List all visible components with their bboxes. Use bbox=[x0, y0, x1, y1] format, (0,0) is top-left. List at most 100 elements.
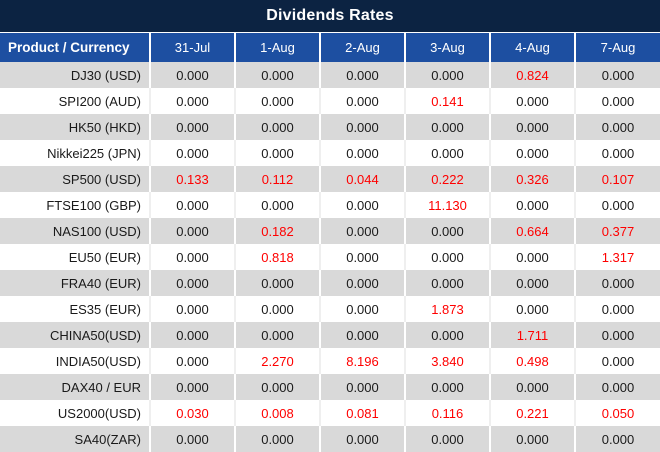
rate-cell: 0.000 bbox=[234, 62, 320, 88]
table-row: DJ30 (USD) 0.000 0.000 0.000 0.000 0.824 0.000 bbox=[0, 62, 660, 88]
table-row: FTSE100 (GBP) 0.000 0.000 0.000 11.130 0.000 0… bbox=[0, 192, 660, 218]
rate-cell: 0.000 bbox=[234, 296, 320, 322]
column-header-31-jul: 31-Jul bbox=[149, 32, 235, 62]
rate-cell: 0.498 bbox=[489, 348, 575, 374]
rate-cell: 0.000 bbox=[489, 192, 575, 218]
rate-cell: 0.000 bbox=[149, 244, 235, 270]
rate-cell: 0.000 bbox=[149, 322, 235, 348]
rate-cell: 0.000 bbox=[149, 192, 235, 218]
product-cell: CHINA50(USD) bbox=[0, 322, 150, 348]
rate-cell: 0.107 bbox=[574, 166, 660, 192]
rate-cell: 0.000 bbox=[234, 140, 320, 166]
rate-cell: 0.818 bbox=[234, 244, 320, 270]
rate-cell: 0.000 bbox=[319, 114, 405, 140]
rate-cell: 0.000 bbox=[574, 296, 660, 322]
table-row: DAX40 / EUR 0.000 0.000 0.000 0.000 0.000 0.00… bbox=[0, 374, 660, 400]
rate-cell: 0.000 bbox=[489, 140, 575, 166]
rate-cell: 1.873 bbox=[404, 296, 490, 322]
rate-cell: 0.000 bbox=[149, 426, 235, 452]
rate-cell: 0.000 bbox=[404, 62, 490, 88]
rate-cell: 0.000 bbox=[234, 114, 320, 140]
rate-cell: 0.000 bbox=[489, 88, 575, 114]
table-row: HK50 (HKD) 0.000 0.000 0.000 0.000 0.000 0.000 bbox=[0, 114, 660, 140]
rate-cell: 0.000 bbox=[404, 140, 490, 166]
rate-cell: 0.000 bbox=[149, 218, 235, 244]
table-body: DJ30 (USD) 0.000 0.000 0.000 0.000 0.824 0.000… bbox=[0, 62, 660, 452]
rate-cell: 1.317 bbox=[574, 244, 660, 270]
product-cell: Nikkei225 (JPN) bbox=[0, 140, 150, 166]
table-row: NAS100 (USD) 0.000 0.182 0.000 0.000 0.664 0.3… bbox=[0, 218, 660, 244]
product-cell: INDIA50(USD) bbox=[0, 348, 150, 374]
rate-cell: 0.824 bbox=[489, 62, 575, 88]
rate-cell: 0.182 bbox=[234, 218, 320, 244]
product-cell: DAX40 / EUR bbox=[0, 374, 150, 400]
rate-cell: 0.000 bbox=[574, 270, 660, 296]
column-header-4-aug: 4-Aug bbox=[489, 32, 575, 62]
column-header-7-aug: 7-Aug bbox=[574, 32, 660, 62]
product-cell: EU50 (EUR) bbox=[0, 244, 150, 270]
rate-cell: 0.000 bbox=[149, 348, 235, 374]
rate-cell: 0.000 bbox=[489, 114, 575, 140]
rate-cell: 0.000 bbox=[404, 218, 490, 244]
rate-cell: 0.133 bbox=[149, 166, 235, 192]
rate-cell: 0.221 bbox=[489, 400, 575, 426]
column-header-3-aug: 3-Aug bbox=[404, 32, 490, 62]
rate-cell: 0.112 bbox=[234, 166, 320, 192]
product-cell: SPI200 (AUD) bbox=[0, 88, 150, 114]
rate-cell: 0.000 bbox=[574, 140, 660, 166]
rate-cell: 0.000 bbox=[319, 270, 405, 296]
product-cell: FTSE100 (GBP) bbox=[0, 192, 150, 218]
product-cell: SA40(ZAR) bbox=[0, 426, 150, 452]
rate-cell: 0.664 bbox=[489, 218, 575, 244]
rate-cell: 0.116 bbox=[404, 400, 490, 426]
rate-cell: 0.000 bbox=[149, 140, 235, 166]
rate-cell: 0.000 bbox=[234, 374, 320, 400]
rate-cell: 0.000 bbox=[404, 270, 490, 296]
rate-cell: 0.000 bbox=[234, 426, 320, 452]
rate-cell: 0.000 bbox=[319, 88, 405, 114]
rate-cell: 0.000 bbox=[404, 322, 490, 348]
rate-cell: 0.000 bbox=[149, 114, 235, 140]
rate-cell: 0.050 bbox=[574, 400, 660, 426]
table-row: EU50 (EUR) 0.000 0.818 0.000 0.000 0.000 1.317 bbox=[0, 244, 660, 270]
rate-cell: 0.000 bbox=[149, 374, 235, 400]
rate-cell: 0.000 bbox=[149, 296, 235, 322]
rate-cell: 0.000 bbox=[234, 270, 320, 296]
rate-cell: 0.000 bbox=[489, 426, 575, 452]
rate-cell: 0.000 bbox=[149, 62, 235, 88]
rate-cell: 0.000 bbox=[489, 244, 575, 270]
table-row: CHINA50(USD) 0.000 0.000 0.000 0.000 1.711 0.0… bbox=[0, 322, 660, 348]
table-row: FRA40 (EUR) 0.000 0.000 0.000 0.000 0.000 0.00… bbox=[0, 270, 660, 296]
product-cell: HK50 (HKD) bbox=[0, 114, 150, 140]
rate-cell: 3.840 bbox=[404, 348, 490, 374]
rate-cell: 0.000 bbox=[319, 426, 405, 452]
page-title: Dividends Rates bbox=[266, 7, 394, 24]
rate-cell: 0.000 bbox=[234, 88, 320, 114]
product-cell: SP500 (USD) bbox=[0, 166, 150, 192]
rate-cell: 0.000 bbox=[234, 192, 320, 218]
rate-cell: 0.000 bbox=[404, 426, 490, 452]
product-cell: ES35 (EUR) bbox=[0, 296, 150, 322]
column-header-product-currency: Product / Currency bbox=[0, 32, 150, 62]
rate-cell: 0.000 bbox=[404, 374, 490, 400]
rate-cell: 0.000 bbox=[149, 270, 235, 296]
table-row: SPI200 (AUD) 0.000 0.000 0.000 0.141 0.000 0.0… bbox=[0, 88, 660, 114]
column-header-1-aug: 1-Aug bbox=[234, 32, 320, 62]
rate-cell: 0.000 bbox=[404, 114, 490, 140]
product-cell: DJ30 (USD) bbox=[0, 62, 150, 88]
rate-cell: 0.000 bbox=[574, 62, 660, 88]
rate-cell: 0.000 bbox=[149, 88, 235, 114]
table-row: SP500 (USD) 0.133 0.112 0.044 0.222 0.326 0.10… bbox=[0, 166, 660, 192]
table-row: Nikkei225 (JPN) 0.000 0.000 0.000 0.000 0.000… bbox=[0, 140, 660, 166]
table-row: ES35 (EUR) 0.000 0.000 0.000 1.873 0.000 0.000 bbox=[0, 296, 660, 322]
rate-cell: 0.000 bbox=[234, 322, 320, 348]
rate-cell: 0.000 bbox=[489, 296, 575, 322]
product-cell: US2000(USD) bbox=[0, 400, 150, 426]
table-row: US2000(USD) 0.030 0.008 0.081 0.116 0.221 0.05… bbox=[0, 400, 660, 426]
product-cell: NAS100 (USD) bbox=[0, 218, 150, 244]
rate-cell: 0.000 bbox=[574, 348, 660, 374]
rate-cell: 0.222 bbox=[404, 166, 490, 192]
rate-cell: 0.000 bbox=[489, 270, 575, 296]
dividends-table: Product / Currency 31-Jul 1-Aug 2-Aug 3-… bbox=[0, 32, 660, 452]
